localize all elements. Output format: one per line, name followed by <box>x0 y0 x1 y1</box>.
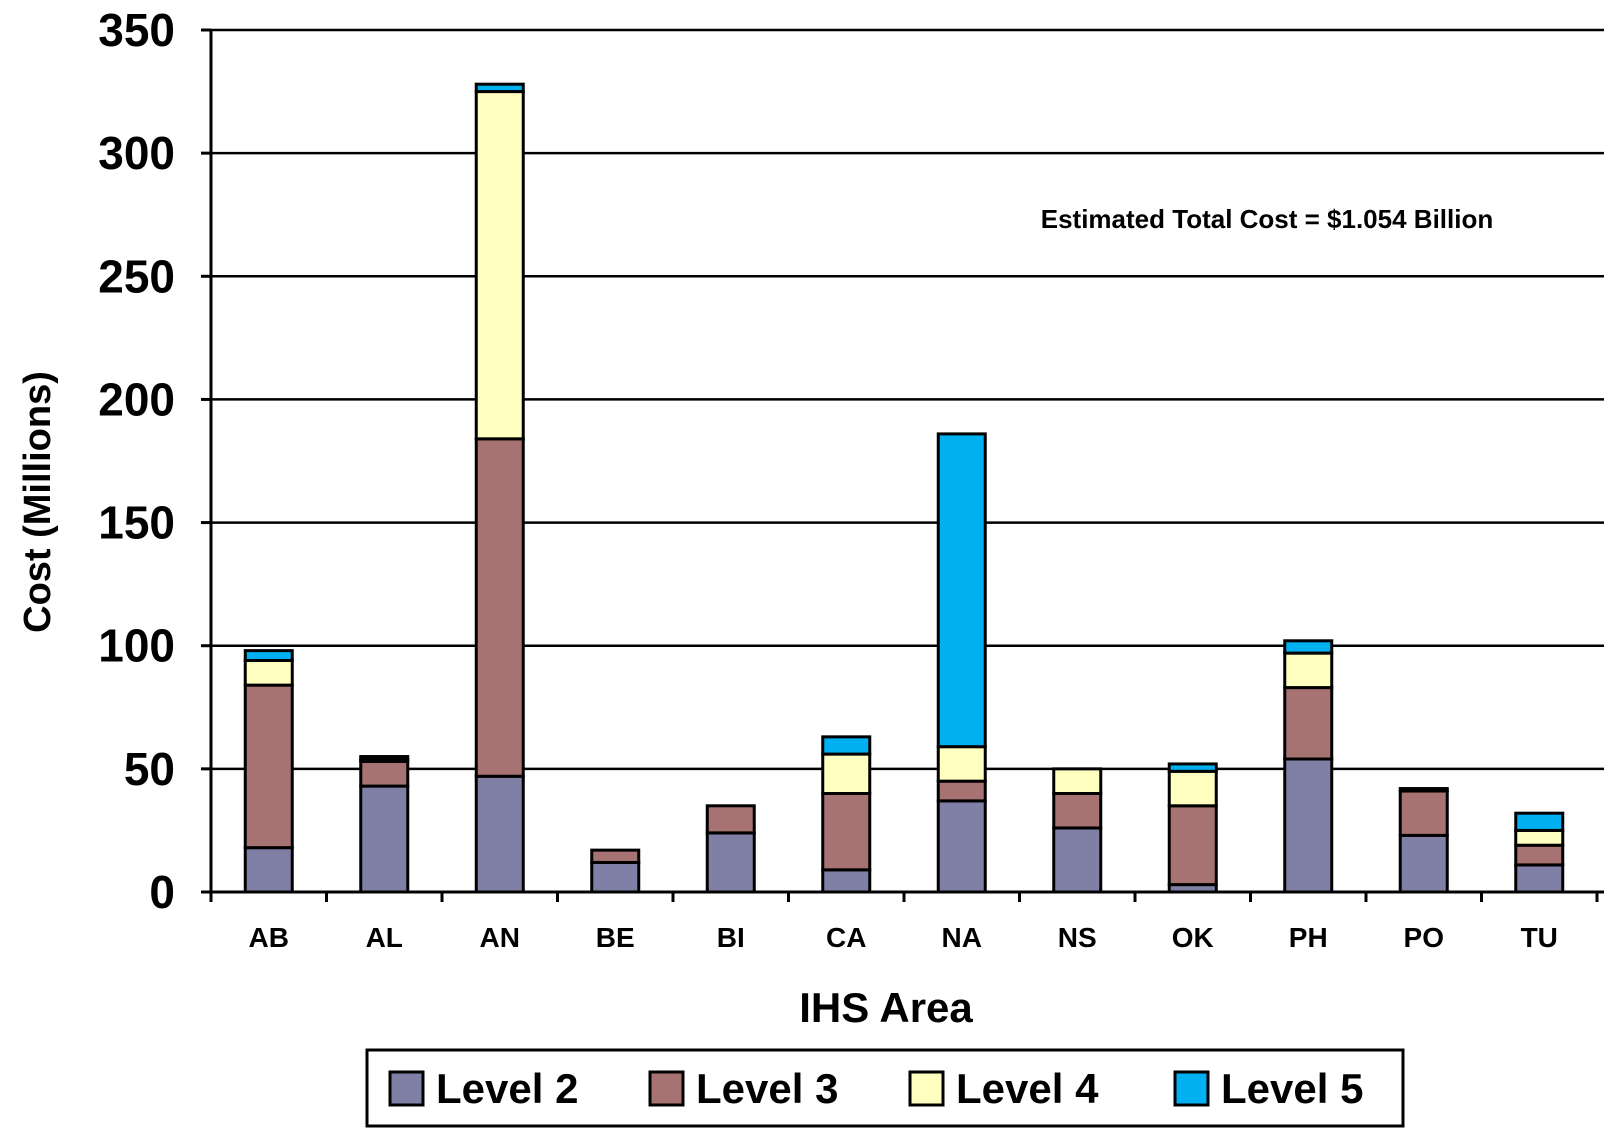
bar-group-ns <box>1052 767 1103 894</box>
bar-segment-al-level-2 <box>359 784 410 894</box>
x-tick-label: BE <box>596 922 635 953</box>
bar-group-an <box>474 82 525 894</box>
total-cost-annotation: Estimated Total Cost = $1.054 Billion <box>1041 204 1493 234</box>
bar-segment-ph-level-4 <box>1283 651 1334 690</box>
bar-segment-be-level-2 <box>590 860 641 894</box>
x-tick-label: OK <box>1172 922 1214 953</box>
legend-swatch-level-2 <box>388 1070 425 1107</box>
bar-segment-tu-level-2 <box>1514 863 1565 894</box>
x-axis-title: IHS Area <box>799 984 973 1031</box>
bar-segment-al-level-5 <box>359 755 410 761</box>
bar-segment-ok-level-3 <box>1167 804 1218 887</box>
bar-segment-ph-level-5 <box>1283 639 1334 655</box>
x-tick-label: NA <box>942 922 982 953</box>
bar-group-be <box>590 848 641 894</box>
x-tick-label: AL <box>366 922 403 953</box>
bar-segment-an-level-5 <box>474 82 525 94</box>
bar-segment-ca-level-2 <box>821 868 872 894</box>
bar-group-ab <box>243 649 294 894</box>
x-tick-label: TU <box>1521 922 1558 953</box>
bar-segment-bi-level-3 <box>705 804 756 835</box>
bar-segment-ok-level-4 <box>1167 769 1218 808</box>
bar-segment-be-level-3 <box>590 848 641 864</box>
bar-group-po <box>1398 787 1449 894</box>
y-tick-label: 50 <box>124 743 175 795</box>
y-axis-title: Cost (Millions) <box>17 371 59 633</box>
x-tick-label: AB <box>249 922 289 953</box>
bar-segment-ab-level-2 <box>243 846 294 894</box>
bar-segment-na-level-5 <box>936 432 987 749</box>
bar-segment-ab-level-4 <box>243 658 294 687</box>
bar-segment-an-level-3 <box>474 437 525 778</box>
y-tick-label: 200 <box>98 373 175 425</box>
axes <box>201 28 1604 902</box>
legend-label: Level 2 <box>436 1065 578 1112</box>
y-tick-label: 100 <box>98 620 175 672</box>
bar-segment-ca-level-3 <box>821 791 872 872</box>
bar-segment-ns-level-3 <box>1052 791 1103 830</box>
bar-segment-ns-level-2 <box>1052 826 1103 894</box>
legend-box <box>365 1048 1405 1128</box>
y-tick-label: 250 <box>98 250 175 302</box>
x-tick-label: PH <box>1289 922 1328 953</box>
bar-segment-ca-level-5 <box>821 735 872 756</box>
bar-segment-tu-level-5 <box>1514 811 1565 832</box>
legend-label: Level 4 <box>956 1065 1099 1112</box>
bar-segment-ns-level-4 <box>1052 767 1103 795</box>
bar-segment-na-level-3 <box>936 779 987 803</box>
x-axis-ticks: AB AL AN BE BI CA NA NS OK PH PO TU <box>249 922 1558 953</box>
bar-group-ca <box>821 735 872 894</box>
bar-segment-po-level-2 <box>1398 833 1449 894</box>
y-tick-label: 0 <box>149 866 175 918</box>
legend-swatch-level-5 <box>1173 1070 1210 1107</box>
bar-group-ph <box>1283 639 1334 894</box>
legend-swatch-level-4 <box>908 1070 945 1107</box>
bar-segment-ph-level-2 <box>1283 757 1334 894</box>
bar-segment-po-level-4 <box>1398 787 1449 793</box>
bar-segment-po-level-3 <box>1398 789 1449 837</box>
y-tick-label: 150 <box>98 497 175 549</box>
bar-group-bi <box>705 804 756 894</box>
legend: Level 2 Level 3 Level 4 Level 5 <box>365 1048 1405 1128</box>
bar-segment-an-level-2 <box>474 774 525 894</box>
bar-segment-ok-level-5 <box>1167 762 1218 773</box>
y-tick-label: 300 <box>98 127 175 179</box>
bars-layer <box>243 82 1565 894</box>
bar-segment-an-level-4 <box>474 90 525 441</box>
x-tick-label: NS <box>1058 922 1097 953</box>
bar-segment-bi-level-2 <box>705 831 756 894</box>
y-tick-label: 350 <box>98 4 175 56</box>
bar-segment-ab-level-3 <box>243 683 294 850</box>
y-axis-ticks: 0 50 100 150 200 250 300 350 <box>98 4 175 918</box>
bar-segment-ab-level-5 <box>243 649 294 662</box>
bar-group-na <box>936 432 987 894</box>
x-tick-label: PO <box>1404 922 1444 953</box>
legend-label: Level 5 <box>1221 1065 1363 1112</box>
bar-segment-tu-level-3 <box>1514 843 1565 867</box>
legend-label: Level 3 <box>696 1065 838 1112</box>
bar-segment-na-level-2 <box>936 799 987 894</box>
bar-group-al <box>359 755 410 894</box>
bar-group-tu <box>1514 811 1565 894</box>
bar-segment-tu-level-4 <box>1514 828 1565 847</box>
x-tick-label: AN <box>480 922 520 953</box>
bar-segment-ca-level-4 <box>821 752 872 795</box>
bar-segment-na-level-4 <box>936 745 987 783</box>
bar-group-ok <box>1167 762 1218 894</box>
bar-segment-ph-level-3 <box>1283 686 1334 761</box>
legend-swatch-level-3 <box>648 1070 685 1107</box>
x-tick-label: BI <box>717 922 745 953</box>
x-tick-label: CA <box>826 922 866 953</box>
gridlines <box>211 28 1604 771</box>
bar-segment-al-level-3 <box>359 759 410 788</box>
